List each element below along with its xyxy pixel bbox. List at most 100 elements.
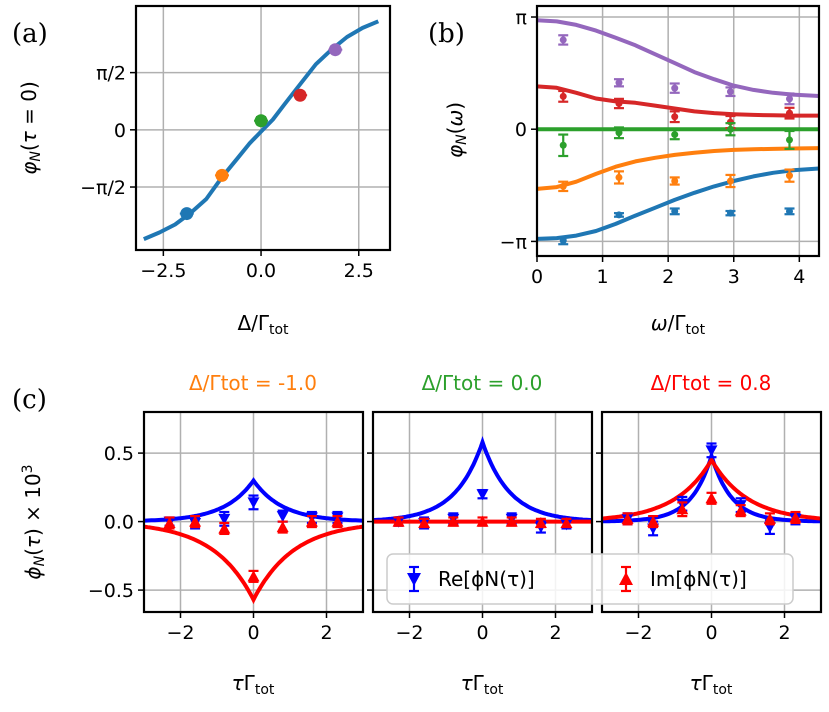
legend-re-marker [407, 573, 421, 586]
panel-a-point-3 [293, 88, 307, 102]
panel-c1-xlabel: τΓtot [232, 671, 275, 698]
panel-c2-chart: −2 0 2 [367, 410, 594, 644]
panel-c1-xtick-label-2: 2 [320, 622, 332, 644]
panel-b-series-3-point-1 [615, 173, 623, 181]
panel-b-series-4-point-3 [726, 209, 734, 217]
panel-c2-re-curve [373, 435, 592, 523]
panel-c3-im-point-5 [763, 512, 776, 524]
panel-b-series-0-point-3 [726, 88, 734, 96]
panel-c2-xtick-label-0: −2 [395, 622, 423, 644]
panel-b-chart: 0 1 2 3 4−π0π [500, 4, 821, 288]
panel-a-point-1 [215, 168, 229, 182]
panel-b-series-1-point-2 [671, 113, 679, 121]
panel-c2-xtick-label-2: 2 [549, 622, 561, 644]
panel-b-xtick-label-3: 3 [728, 266, 740, 288]
panel-c3-re-point-3 [705, 445, 718, 457]
panel-c1-chart: −2 0 2 −0.5 0.0 0.5 [88, 410, 365, 644]
panel-c3-im-point-6 [789, 511, 802, 523]
panel-c1-frame [142, 410, 365, 614]
panel-a-point-0 [180, 207, 194, 221]
panel-b-series-0-point-4 [785, 95, 793, 103]
panel-c1-xtick-label-1: 0 [247, 622, 259, 644]
panel-c2-xtick-label-1: 0 [476, 622, 488, 644]
panel-c1-ticks: −2 0 2 −0.5 0.0 0.5 [88, 443, 333, 644]
panel-c1-data [144, 477, 363, 605]
panel-c1-im-point-0 [163, 516, 176, 528]
panel-c1-im-point-6 [331, 515, 344, 527]
panel-b-series-3-line [536, 146, 820, 191]
panel-c-legend: Re[ϕN(τ)] Im[ϕN(τ)] [386, 553, 794, 605]
panel-b-series-1-point-4 [785, 109, 793, 117]
panel-a-ylabel: φN(τ = 0) [17, 81, 44, 175]
panel-c2-im-point-1 [418, 516, 431, 528]
legend-re-label: Re[ϕN(τ)] [438, 567, 535, 591]
panel-b-series-1-point-0 [559, 92, 567, 100]
panel-c2-im-point-2 [447, 515, 460, 527]
panel-c3-im-point-3 [705, 492, 718, 504]
legend-im-label: Im[ϕN(τ)] [650, 567, 747, 591]
panel-b-series-2-point-4 [785, 136, 793, 144]
panel-b-series-0-point-0 [559, 36, 567, 44]
panel-c3-im-curve [602, 455, 821, 521]
panel-b-series-2-point-3 [726, 125, 734, 133]
panel-b-ytick-label-2: π [516, 7, 527, 29]
panel-b-series-3-point-2 [671, 177, 679, 185]
panel-c1-re-point-3 [247, 497, 260, 509]
panel-b-series-3-point-4 [785, 172, 793, 180]
panel-b-ytick-label-0: −π [500, 231, 527, 253]
panel-b-xtick-label-2: 2 [662, 266, 674, 288]
panel-b-series-2-point-2 [671, 131, 679, 139]
panel-a-point-2 [254, 114, 268, 128]
panel-c3-im-point-2 [676, 503, 689, 515]
panel-c2-im-point-6 [560, 516, 573, 528]
panel-b-xlabel: ω/Γtot [651, 311, 706, 338]
panel-c2-data [373, 435, 592, 534]
panel-c2-frame [371, 410, 594, 614]
panel-b-ytick-label-1: 0 [515, 119, 527, 141]
panel-c3-xlabel: τΓtot [690, 671, 733, 698]
panel-c1-im-curve [144, 524, 363, 605]
panel-c3-title: Δ/Γtot = 0.8 [651, 371, 772, 395]
panel-c2-im-point-5 [534, 516, 547, 528]
panel-c1-ytick-label-0: −0.5 [88, 580, 134, 602]
panel-c-ylabel: ϕN(τ) × 103 [20, 464, 48, 579]
panel-a-ytick-label-0: −π/2 [80, 177, 126, 199]
panel-c1-im-point-2 [218, 522, 231, 534]
panel-b-xtick-label-4: 4 [793, 266, 805, 288]
panel-a-xtick-label-0: −2.5 [140, 260, 186, 282]
panel-c3-im-point-1 [647, 515, 660, 527]
panel-c2-re-point-3 [476, 489, 489, 501]
panel-a-frame [134, 4, 392, 252]
panel-c2-im-point-3 [476, 515, 489, 527]
panel-b-series-0-point-1 [615, 79, 623, 87]
panel-c2-title: Δ/Γtot = 0.0 [422, 371, 543, 395]
panel-c3-data [602, 442, 821, 537]
panel-c1-title: Δ/Γtot = -1.0 [189, 371, 317, 395]
panel-c3-im-point-0 [621, 512, 634, 524]
panel-b-series-0-line [536, 18, 820, 98]
panel-c1-ytick-label-2: 0.5 [104, 443, 134, 465]
panel-c1-im-point-1 [189, 515, 202, 527]
panel-b-series-0-point-2 [671, 84, 679, 92]
panel-c3-frame [600, 410, 823, 614]
panel-c1-ytick-label-1: 0.0 [104, 512, 134, 534]
panel-b-series-3-point-0 [559, 182, 567, 190]
panel-b-series-2-point-1 [615, 129, 623, 137]
panel-c2-im-point-0 [392, 515, 405, 527]
panel-c3-im-point-4 [734, 504, 747, 516]
panel-b-frame [535, 4, 821, 258]
panel-c1-im-point-5 [305, 515, 318, 527]
panel-c3-chart: −2 0 2 [596, 410, 823, 644]
panel-c1-xtick-label-0: −2 [166, 622, 194, 644]
panel-a-xtick-label-1: 0.0 [246, 260, 276, 282]
panel-b-series-4-point-1 [615, 211, 623, 219]
panel-b-ylabel: φN(ω) [443, 102, 470, 158]
panel-c2-im-point-4 [505, 515, 518, 527]
panel-b-series-1-line [536, 84, 819, 118]
panel-c1-re-point-4 [276, 511, 289, 523]
legend-im-marker [619, 572, 633, 585]
panel-a-chart: −2.5 0.0 2.5 −π/2 0 π/2 [80, 4, 392, 282]
panel-c3-xtick-label-1: 0 [705, 622, 717, 644]
panel-b-series-4-point-2 [671, 207, 679, 215]
panel-c1-im-point-3 [247, 570, 260, 582]
